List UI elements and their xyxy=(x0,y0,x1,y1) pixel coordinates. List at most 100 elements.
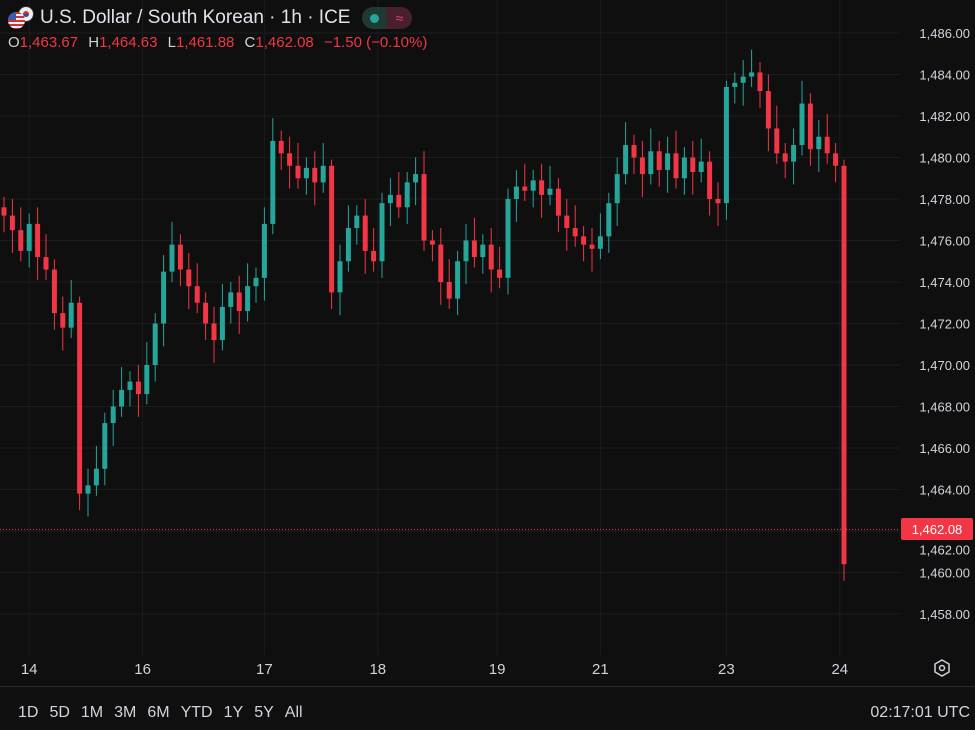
candle-body xyxy=(690,157,696,173)
candle-body xyxy=(303,167,309,179)
candle-body xyxy=(530,180,536,191)
candle-body xyxy=(639,157,645,175)
candle-body xyxy=(194,286,200,303)
ohlc-values: O1,463.67 H1,464.63 L1,461.88 C1,462.08 … xyxy=(8,34,433,51)
candle-body xyxy=(841,165,847,565)
range-1m[interactable]: 1M xyxy=(80,704,104,721)
candle-body xyxy=(723,86,729,204)
range-ytd[interactable]: YTD xyxy=(180,704,213,721)
candle-body xyxy=(211,323,217,341)
x-tick-label: 16 xyxy=(134,661,151,678)
high-label: H xyxy=(88,34,100,51)
range-5y[interactable]: 5Y xyxy=(254,704,274,721)
candle-body xyxy=(833,153,839,166)
candle-body xyxy=(287,153,293,166)
market-status[interactable]: ≈ xyxy=(362,7,413,29)
candle-body xyxy=(597,236,603,249)
symbol-title[interactable]: U.S. Dollar / South Korean · 1h · ICE xyxy=(40,7,351,28)
y-tick-label: 1,460.00 xyxy=(919,566,970,581)
candle-body xyxy=(765,91,771,129)
candle-body xyxy=(413,174,419,183)
range-3m[interactable]: 3M xyxy=(114,704,137,721)
candle-body xyxy=(144,365,150,395)
candle-body xyxy=(438,244,444,282)
candle-body xyxy=(698,161,704,173)
candle-body xyxy=(539,180,545,195)
range-1d[interactable]: 1D xyxy=(18,704,39,721)
candle-body xyxy=(673,153,679,179)
y-tick-label: 1,478.00 xyxy=(919,192,970,207)
candle-body xyxy=(354,215,360,229)
candle-body xyxy=(606,203,612,237)
candle-body xyxy=(295,165,301,179)
x-tick-label: 21 xyxy=(592,661,609,678)
candle-body xyxy=(463,240,469,262)
last-price-badge: 1,462.08 xyxy=(901,518,973,541)
open-value: 1,463.67 xyxy=(19,34,79,51)
candle-body xyxy=(404,182,410,208)
candle-body xyxy=(203,302,209,324)
bottom-toolbar: 1D 5D 1M 3M 6M YTD 1Y 5Y All 02:17:01 UT… xyxy=(0,700,975,726)
candle-body xyxy=(18,230,24,251)
candle-body xyxy=(816,136,822,150)
x-tick-label: 14 xyxy=(21,661,38,678)
candle-body xyxy=(371,250,377,262)
candle-body xyxy=(127,381,133,390)
candle-body xyxy=(480,244,486,258)
candle-body xyxy=(228,292,234,307)
range-all[interactable]: All xyxy=(284,704,303,721)
y-tick-label: 1,480.00 xyxy=(919,151,970,166)
candle-body xyxy=(219,306,225,341)
candle-body xyxy=(35,223,41,258)
range-5d[interactable]: 5D xyxy=(49,704,70,721)
candle-body xyxy=(623,145,629,175)
candle-body xyxy=(379,203,385,262)
candle-body xyxy=(774,128,780,154)
x-tick-label: 17 xyxy=(256,661,273,678)
range-6m[interactable]: 6M xyxy=(147,704,170,721)
candle-body xyxy=(329,165,335,293)
candle-body xyxy=(261,223,267,278)
candle-body xyxy=(581,236,587,245)
candle-body xyxy=(102,423,108,469)
candle-body xyxy=(740,76,746,83)
y-tick-label: 1,476.00 xyxy=(919,234,970,249)
candle-body xyxy=(387,194,393,204)
y-tick-label: 1,464.00 xyxy=(919,483,970,498)
y-tick-label: 1,468.00 xyxy=(919,400,970,415)
utc-clock[interactable]: 02:17:01 UTC xyxy=(870,704,970,721)
candle-body xyxy=(312,167,318,183)
candle-body xyxy=(471,240,477,258)
candle-body xyxy=(421,174,427,241)
candle-body xyxy=(85,485,91,494)
candle-body xyxy=(77,302,83,494)
candle-body xyxy=(51,269,57,314)
x-tick-label: 24 xyxy=(831,661,848,678)
candle-body xyxy=(807,103,813,150)
delayed-data-icon: ≈ xyxy=(386,7,413,29)
candle-body xyxy=(110,406,116,424)
candle-body xyxy=(9,215,15,231)
candle-body xyxy=(253,277,259,287)
candle-body xyxy=(665,153,671,170)
candle-body xyxy=(119,389,125,407)
range-1y[interactable]: 1Y xyxy=(223,704,244,721)
candle-body xyxy=(513,186,519,199)
candle-body xyxy=(555,188,561,216)
candle-body xyxy=(505,199,511,278)
candle-body xyxy=(824,136,830,154)
candle-body xyxy=(245,286,251,312)
y-tick-label: 1,470.00 xyxy=(919,358,970,373)
candle-body xyxy=(135,381,141,395)
candle-body xyxy=(488,244,494,270)
candle-body xyxy=(68,302,74,328)
candle-body xyxy=(799,103,805,146)
y-tick-label: 1,484.00 xyxy=(919,68,970,83)
candle-body xyxy=(656,151,662,170)
candle-body xyxy=(589,244,595,249)
chart-settings-icon[interactable] xyxy=(932,658,952,678)
candle-body xyxy=(455,261,461,299)
candle-body xyxy=(169,244,175,272)
price-chart[interactable]: 1,458.00 1,460.00 1,462.00 1,464.00 1,466.00… xyxy=(0,0,975,686)
candle-body xyxy=(547,188,553,195)
